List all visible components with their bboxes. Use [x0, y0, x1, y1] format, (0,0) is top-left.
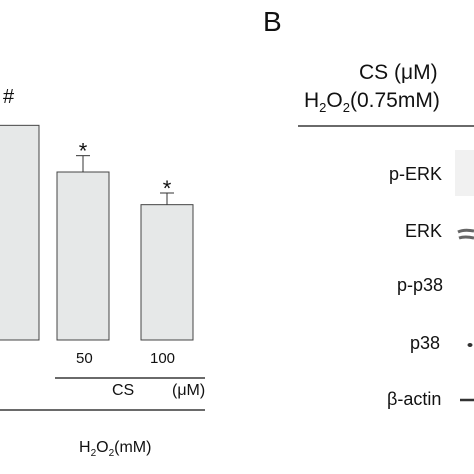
blot-label-p-p38: p-p38: [397, 275, 444, 295]
blot-h2o2-o: O: [326, 89, 343, 112]
bar-3: [140, 204, 194, 341]
blot-label-p38: p38: [410, 333, 441, 353]
tick-label-100: 100: [150, 350, 176, 367]
bar-2: [56, 171, 110, 341]
panel-b-label: B: [263, 6, 282, 37]
bar-1: [0, 124, 40, 341]
h2o2-unit: (mM): [114, 439, 152, 456]
blot-cs-unit: (μM): [394, 61, 438, 84]
blot-cs-label: CS (μM): [359, 62, 438, 83]
blot-label-erk: ERK: [405, 221, 443, 241]
h2o2-axis-label: H2O2(mM): [79, 440, 151, 459]
cs-group-unit: (μM): [172, 382, 206, 399]
blot-h2o2-label: H2O2(0.75mM): [304, 90, 440, 114]
significance-mark-2: *: [79, 139, 88, 164]
blot-h2o2-conc: (0.75mM): [349, 89, 440, 112]
h2o2-sub-1: 2: [90, 448, 97, 460]
western-blot: [298, 125, 474, 402]
cs-group-label: CS: [112, 382, 135, 399]
group-lines: [0, 377, 205, 411]
blot-label-p-erk: p-ERK: [389, 164, 443, 184]
blot-label-beta-actin: β-actin: [387, 389, 442, 409]
blot-h2o2-sub-2: 2: [342, 100, 350, 116]
tick-label-50: 50: [76, 350, 93, 367]
blot-cs-text: CS: [359, 61, 389, 84]
blot-h2o2-sub-1: 2: [319, 100, 327, 116]
blot-h2o2-h: H: [304, 89, 320, 112]
p-erk-band: [455, 150, 474, 196]
h2o2-sub-2: 2: [108, 448, 115, 460]
erk-band: [457, 228, 474, 240]
h2o2-h: H: [79, 439, 91, 456]
p38-band: [467, 343, 473, 347]
h2o2-o: O: [96, 439, 109, 456]
significance-mark-3: *: [163, 176, 172, 201]
significance-mark-1: #: [3, 86, 15, 108]
bars-group: # * *: [0, 86, 194, 341]
